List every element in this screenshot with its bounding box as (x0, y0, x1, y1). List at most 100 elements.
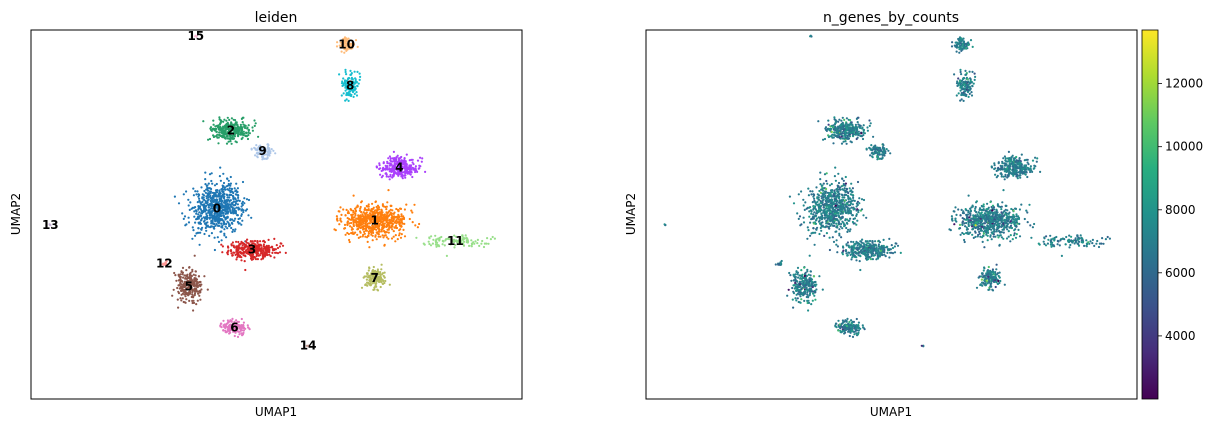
cell-point-genes (818, 232, 821, 236)
cell-point-cluster-2 (229, 140, 232, 143)
cell-point-cluster-0 (211, 182, 214, 185)
cell-point-genes (832, 206, 835, 210)
cell-point-cluster-0 (200, 186, 203, 189)
cell-point-cluster-7 (380, 278, 383, 281)
cell-point-cluster-0 (240, 214, 243, 217)
cell-point-genes (832, 222, 835, 225)
cell-point-genes (835, 200, 838, 204)
cell-point-cluster-11 (441, 240, 444, 243)
cell-point-cluster-0 (194, 234, 197, 237)
cell-point-genes (998, 214, 1001, 217)
cell-point-cluster-1 (374, 200, 377, 204)
cell-point-genes (856, 219, 859, 222)
cell-point-cluster-0 (222, 196, 225, 199)
cell-point-cluster-2 (227, 140, 230, 143)
cell-point-cluster-6 (240, 327, 243, 330)
cell-point-cluster-7 (388, 283, 391, 286)
cell-point-cluster-3 (236, 250, 239, 253)
cell-point-genes (1014, 228, 1017, 231)
cell-point-genes (985, 216, 988, 219)
cell-point-cluster-0 (223, 199, 226, 202)
cell-point-cluster-5 (188, 266, 191, 269)
cell-point-cluster-4 (389, 159, 392, 162)
cell-point-cluster-3 (263, 251, 266, 254)
cell-point-genes (967, 221, 970, 224)
cell-point-cluster-0 (220, 230, 223, 233)
cell-point-genes (818, 205, 821, 208)
cell-point-genes (845, 129, 849, 132)
cell-point-genes (850, 121, 853, 124)
cell-point-cluster-0 (234, 217, 237, 220)
cell-point-cluster-1 (368, 222, 371, 225)
cell-point-cluster-9 (250, 147, 253, 150)
cell-point-cluster-3 (262, 239, 265, 242)
cell-point-cluster-3 (230, 252, 233, 255)
cell-point-cluster-1 (347, 232, 350, 236)
cell-point-cluster-9 (268, 154, 271, 157)
cell-point-cluster-1 (374, 234, 377, 237)
cell-point-genes (854, 123, 858, 126)
cell-point-genes (817, 198, 820, 201)
cell-point-genes (797, 193, 800, 196)
cell-point-genes (1017, 228, 1020, 231)
cell-point-cluster-1 (339, 206, 342, 209)
cell-point-genes (863, 132, 867, 135)
cell-point-genes (971, 205, 974, 208)
cell-point-genes (812, 205, 815, 208)
cell-point-cluster-9 (266, 151, 269, 154)
cell-point-genes (806, 226, 809, 229)
cell-point-genes (975, 201, 978, 204)
cell-point-genes (997, 236, 1000, 239)
cell-point-cluster-0 (217, 202, 220, 205)
cell-point-genes (813, 211, 816, 214)
cell-point-genes (959, 233, 962, 236)
cell-point-cluster-0 (197, 205, 200, 208)
cell-point-cluster-1 (403, 208, 406, 211)
cell-point-genes (969, 231, 972, 234)
cell-point-genes (833, 217, 836, 220)
cell-point-genes (838, 192, 841, 195)
cell-point-cluster-3 (261, 254, 264, 257)
cell-point-genes (1009, 220, 1012, 223)
cell-point-cluster-2 (230, 142, 233, 145)
cell-point-genes (829, 192, 832, 195)
cell-point-cluster-4 (405, 170, 408, 173)
cell-point-cluster-11 (480, 242, 483, 245)
cell-point-genes (1018, 235, 1022, 238)
cell-point-cluster-11 (435, 245, 438, 248)
cell-point-cluster-0 (215, 182, 218, 186)
cell-point-genes (845, 221, 849, 224)
cell-point-cluster-1 (354, 219, 357, 222)
cell-point-cluster-0 (225, 185, 228, 188)
leiden-ylabel: UMAP2 (9, 193, 23, 235)
cell-point-cluster-1 (340, 213, 343, 216)
cell-point-cluster-4 (388, 167, 391, 170)
cell-point-cluster-1 (365, 221, 368, 224)
cell-point-cluster-0 (206, 188, 209, 191)
genes-title: n_genes_by_counts (823, 10, 959, 26)
cell-point-genes (974, 205, 977, 209)
cell-point-genes (809, 206, 812, 209)
cell-point-genes (821, 199, 825, 202)
cell-point-cluster-1 (358, 226, 361, 229)
cell-point-cluster-0 (204, 178, 207, 181)
cell-point-cluster-1 (377, 235, 380, 238)
cell-point-genes (1007, 230, 1010, 233)
cell-point-cluster-0 (212, 214, 215, 217)
cell-point-genes (833, 197, 836, 200)
cell-point-cluster-0 (212, 209, 215, 212)
cell-point-genes (1001, 201, 1004, 204)
cell-point-genes (825, 187, 828, 191)
cluster-label-11: 11 (447, 234, 464, 248)
cell-point-cluster-0 (227, 183, 231, 187)
cell-point-genes (855, 202, 859, 205)
cell-point-genes (792, 202, 796, 205)
cell-point-cluster-0 (210, 187, 213, 191)
cell-point-genes (974, 224, 977, 227)
cell-point-genes (862, 124, 865, 127)
cell-point-cluster-5 (194, 277, 197, 280)
cell-point-cluster-2 (212, 123, 215, 126)
cell-point-cluster-0 (220, 239, 223, 242)
cell-point-genes (830, 130, 833, 133)
cell-point-genes (825, 172, 828, 175)
